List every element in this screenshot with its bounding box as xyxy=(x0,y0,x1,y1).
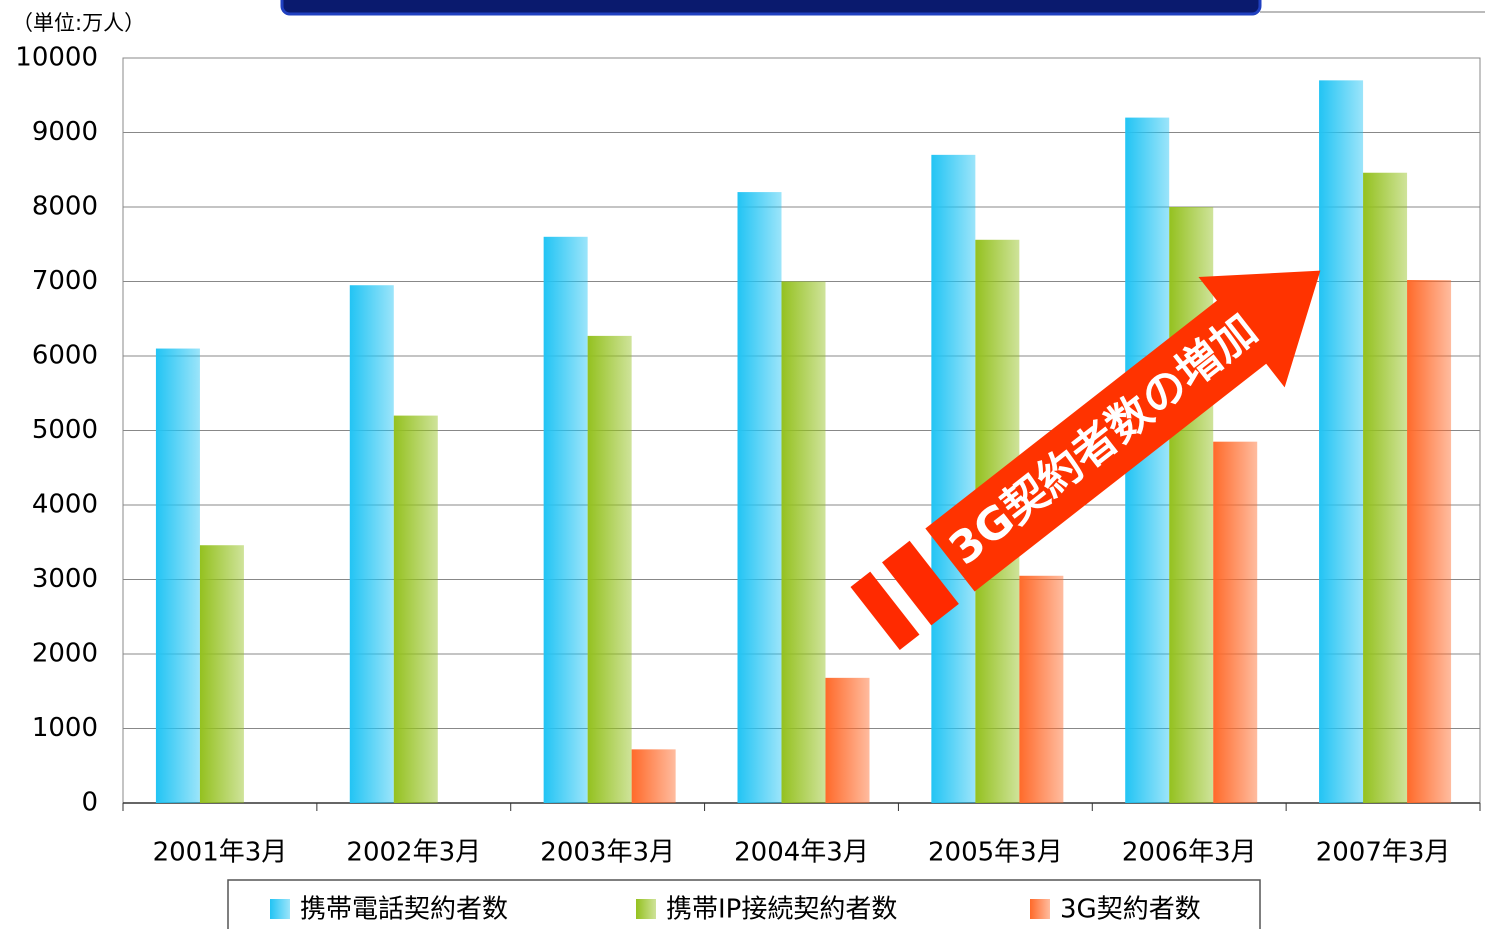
legend-label: 携帯電話契約者数 xyxy=(300,895,508,925)
legend-label: 携帯IP接続契約者数 xyxy=(666,895,897,925)
bar xyxy=(931,154,976,804)
legend-swatch xyxy=(270,899,290,919)
arrow-body xyxy=(925,270,1321,592)
bar xyxy=(1407,280,1452,803)
legend-swatch xyxy=(1030,899,1050,919)
bar xyxy=(631,749,676,803)
legend-box xyxy=(227,879,1261,929)
y-tick-label: 6000 xyxy=(32,341,98,371)
bar xyxy=(737,192,782,804)
bar xyxy=(349,285,394,804)
bar xyxy=(543,236,588,804)
annotation-arrow: 3G契約者数の増加 xyxy=(850,270,1321,651)
bar xyxy=(393,415,438,803)
arrow-stripe xyxy=(882,540,959,626)
y-tick-label: 0 xyxy=(81,788,98,818)
x-tick-label: 2003年3月 xyxy=(540,838,675,868)
y-tick-label: 4000 xyxy=(32,490,98,520)
arrow-stripe xyxy=(850,571,920,651)
bar xyxy=(1363,172,1408,804)
bar xyxy=(1019,575,1064,803)
y-tick-label: 2000 xyxy=(32,639,98,669)
bar xyxy=(155,348,200,803)
title-bar xyxy=(280,0,1262,16)
bar xyxy=(781,281,826,803)
y-tick-label: 10000 xyxy=(15,43,98,73)
bar xyxy=(825,677,870,803)
bar xyxy=(1213,441,1258,803)
unit-label: （単位:万人） xyxy=(12,11,145,35)
y-tick-label: 1000 xyxy=(32,713,98,743)
bar xyxy=(1319,80,1364,804)
x-tick-label: 2005年3月 xyxy=(928,838,1063,868)
legend-swatch xyxy=(636,899,656,919)
y-tick-label: 8000 xyxy=(32,192,98,222)
x-tick-label: 2001年3月 xyxy=(153,838,288,868)
bar xyxy=(1169,207,1214,803)
legend-label: 3G契約者数 xyxy=(1060,895,1201,925)
y-tick-label: 7000 xyxy=(32,266,98,296)
x-tick-label: 2006年3月 xyxy=(1122,838,1257,868)
x-tick-label: 2004年3月 xyxy=(734,838,869,868)
y-tick-label: 5000 xyxy=(32,415,98,445)
bar xyxy=(199,545,244,803)
y-tick-label: 9000 xyxy=(32,117,98,147)
x-tick-label: 2002年3月 xyxy=(346,838,481,868)
y-tick-label: 3000 xyxy=(32,564,98,594)
x-tick-label: 2007年3月 xyxy=(1316,838,1451,868)
bar xyxy=(587,335,632,803)
